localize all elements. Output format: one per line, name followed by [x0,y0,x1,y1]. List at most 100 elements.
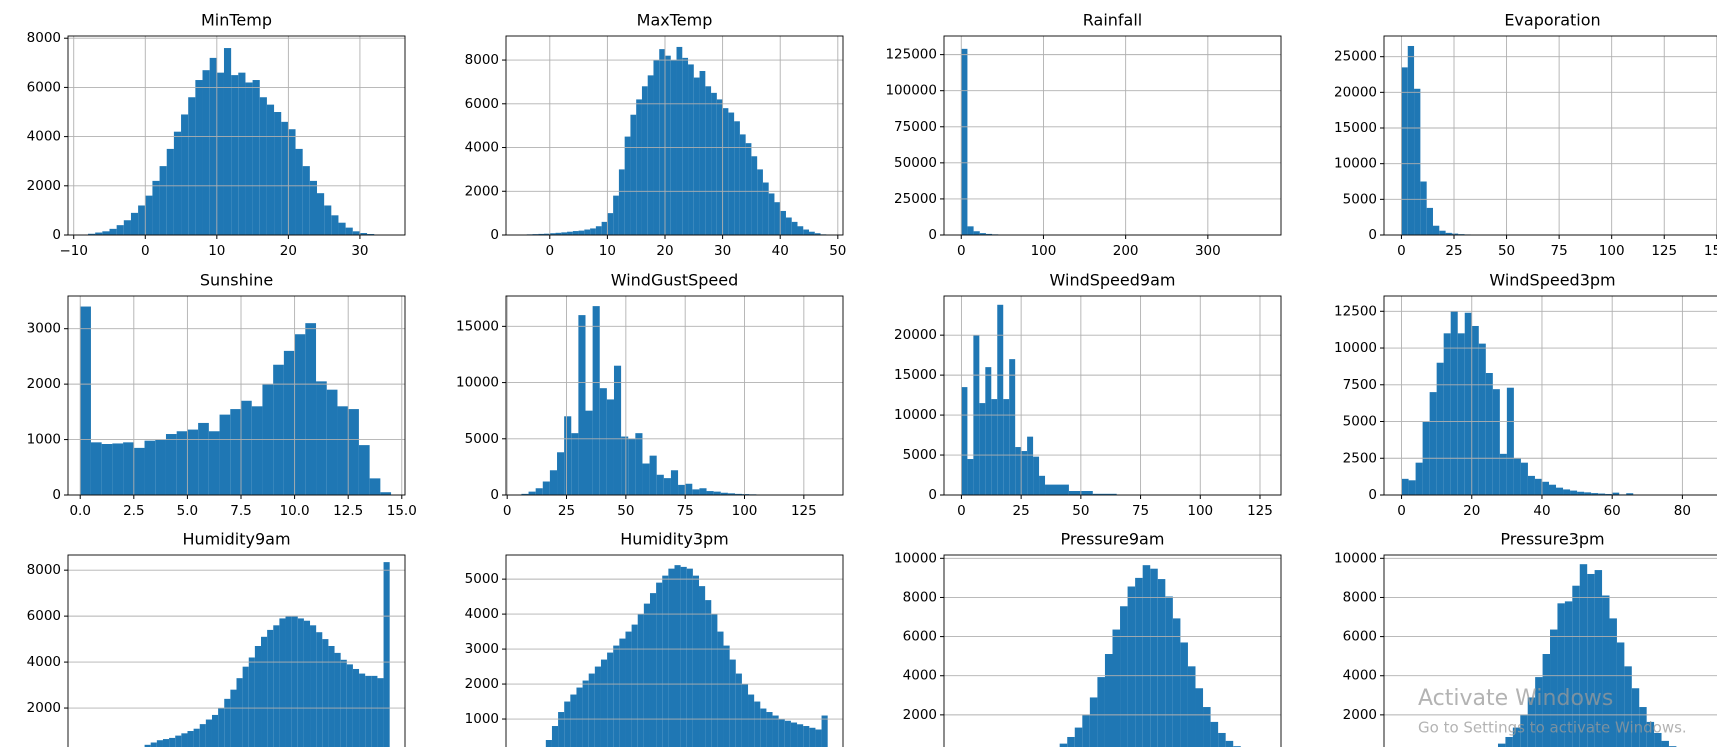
bar [815,729,822,747]
bar [757,169,763,235]
bar [686,568,693,747]
bar [762,182,769,235]
bar [1520,714,1528,747]
y-tick-label: 10000 [1334,550,1377,566]
bar [599,388,607,495]
bar [281,121,289,235]
bar [285,616,292,747]
bar [1225,740,1234,747]
y-tick-label: 8000 [903,589,937,605]
bar [1180,642,1188,747]
bar [199,724,206,747]
bar [641,86,648,236]
bar [1464,312,1472,495]
bar [1074,727,1083,747]
chart-title: Pressure3pm [1500,530,1604,549]
bar [1584,492,1592,495]
bar [1401,67,1408,235]
bar [1556,487,1564,495]
bar [1195,688,1204,747]
bar [187,429,199,495]
histogram: Evaporation 0 25 50 75 100 125 150 0 5000 10000 150… [1334,11,1717,259]
chart-title: WindGustSpeed [611,271,739,290]
bar [1505,736,1513,747]
bar [202,70,210,236]
bar [283,350,295,495]
bar [630,114,637,235]
chart-title: Rainfall [1083,11,1142,30]
x-tick-label: 10 [599,243,616,259]
bar [383,562,390,747]
bar [578,230,585,235]
bar [266,104,275,235]
bar [558,712,565,747]
y-tick-label: 3000 [27,321,61,337]
bar [778,719,785,747]
bar [274,112,282,235]
bar [1512,727,1521,747]
bar [1135,577,1143,747]
bar [734,121,740,235]
bar [607,213,614,235]
y-tick-label: 0 [490,487,499,503]
bar [1626,493,1634,495]
bar [729,659,736,747]
y-tick-label: 6000 [1343,629,1377,645]
bar [618,169,625,235]
bar [367,234,375,235]
axes-frame [943,295,1282,496]
bar [613,195,619,235]
bar [967,459,974,495]
bar [1157,579,1166,747]
bar [1045,484,1069,495]
bar [809,727,816,747]
bar [241,400,252,495]
y-tick-label: 15000 [456,318,499,334]
bar [601,221,608,235]
bar [1579,564,1588,747]
bar [1408,480,1416,495]
x-tick-label: 150 [1704,243,1717,259]
bar [133,447,145,495]
bar [112,443,124,495]
bar [123,220,131,235]
bar [1436,362,1444,495]
bar [722,108,729,235]
bar [236,678,243,747]
bar [1570,490,1578,495]
bar [649,455,657,495]
bar [175,735,182,747]
bar [624,136,631,235]
bar [218,708,225,747]
bar [181,114,189,235]
bar [365,675,372,747]
bar [549,233,556,235]
bar [231,75,239,235]
bar [101,444,113,495]
bar [1445,232,1452,235]
bar [1218,732,1226,747]
bar [155,439,166,495]
bar [1639,707,1647,747]
bar [216,72,224,235]
bar [173,131,182,235]
bar [1432,225,1440,235]
bar [635,433,643,495]
bar [619,638,626,747]
y-tick-label: 125000 [885,47,937,63]
bar [1492,389,1500,495]
y-tick-label: 5000 [465,431,499,447]
x-tick-label: 50 [829,243,846,259]
bar [688,64,694,235]
bar [997,304,1004,495]
bar [259,97,267,235]
bar [567,231,573,235]
bar [102,231,110,235]
bar [245,82,253,236]
bar [208,431,220,495]
plot-area [506,296,843,495]
histogram: WindSpeed3pm 0 20 40 60 80 0 2500 5000 7500 10000 1… [1334,271,1717,519]
bar [331,215,339,235]
bar [1059,743,1068,747]
plot-area [944,36,1281,235]
